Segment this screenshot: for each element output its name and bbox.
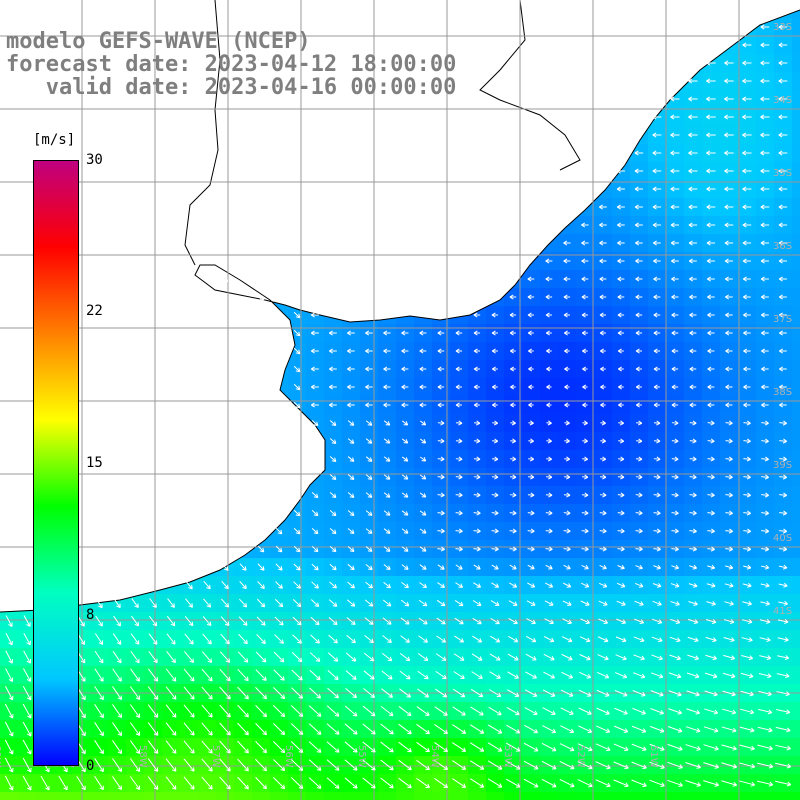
- colorbar-units: [m/s]: [33, 132, 76, 148]
- forecast-date-label: forecast date: 2023-04-12 18:00:00: [6, 52, 457, 77]
- lat-label: 34S: [773, 95, 792, 106]
- model-title: modelo GEFS-WAVE (NCEP): [6, 29, 311, 54]
- colorbar-tick-15: 15: [86, 455, 103, 471]
- lat-label: 35S: [773, 168, 792, 179]
- lon-label: 57W: [210, 745, 221, 768]
- colorbar-tick-30: 30: [86, 152, 103, 168]
- lon-label: 52W: [575, 745, 586, 768]
- colorbar-tick-8: 8: [86, 607, 95, 623]
- lon-label: 60W: [0, 745, 2, 768]
- lon-label: 55W: [356, 745, 367, 768]
- lon-label: 58W: [137, 745, 148, 768]
- lat-label: 41S: [773, 606, 792, 617]
- lat-label: 33S: [773, 22, 792, 33]
- coastline: [0, 9, 800, 613]
- lat-label: 40S: [773, 533, 792, 544]
- colorbar-tick-0: 0: [86, 758, 95, 774]
- lon-label: 54W: [429, 745, 440, 768]
- lat-label: 37S: [773, 314, 792, 325]
- lon-label: 51W: [648, 745, 659, 768]
- land-mass: [0, 0, 800, 612]
- lat-label: 38S: [773, 387, 792, 398]
- lon-label: 53W: [502, 745, 513, 768]
- lat-label: 39S: [773, 460, 792, 471]
- colorbar-tick-22: 22: [86, 303, 103, 319]
- country-border: [184, 0, 221, 266]
- lon-label: 56W: [283, 745, 294, 768]
- valid-date-label: valid date: 2023-04-16 00:00:00: [6, 75, 457, 100]
- lagoon-outline: [479, 0, 581, 171]
- colorbar: [33, 160, 79, 766]
- lat-label: 36S: [773, 241, 792, 252]
